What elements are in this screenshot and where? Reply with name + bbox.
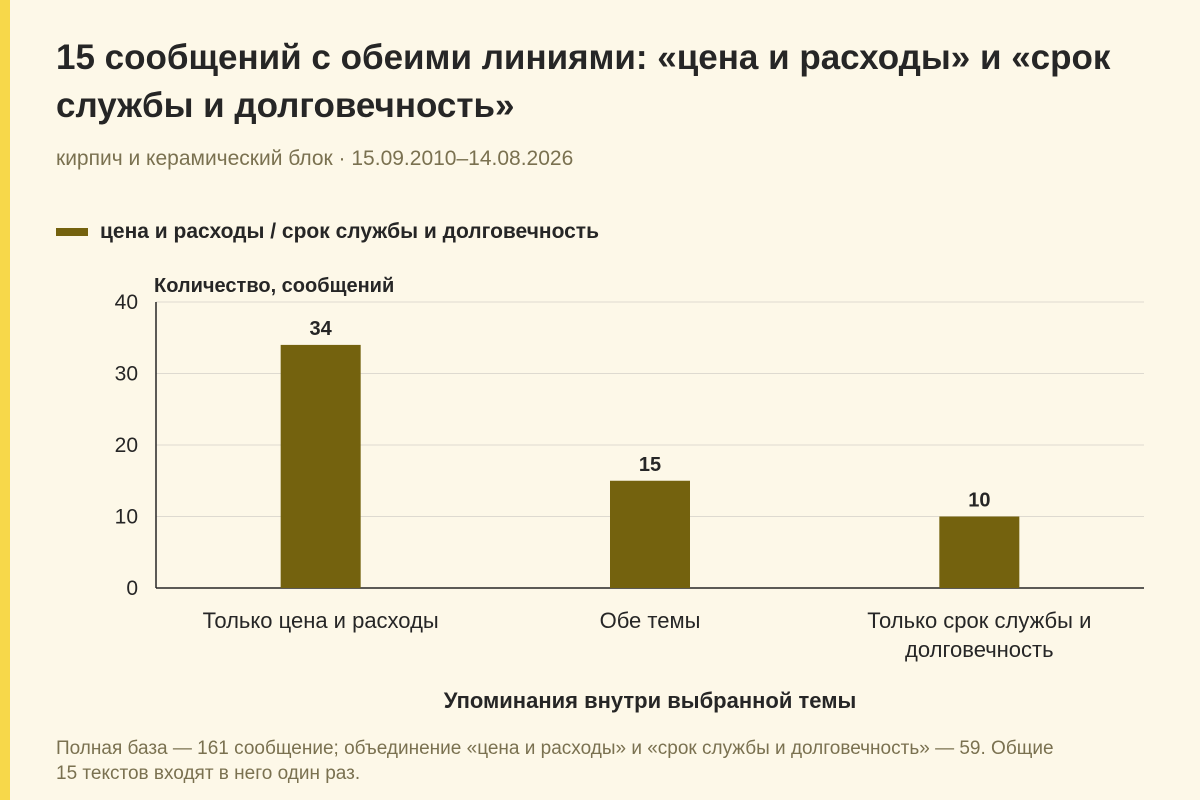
bar bbox=[939, 516, 1020, 588]
legend: цена и расходы / срок службы и долговечн… bbox=[56, 220, 599, 244]
y-tick-label: 10 bbox=[115, 506, 138, 529]
accent-strip bbox=[0, 0, 10, 800]
data-label: 34 bbox=[310, 318, 333, 340]
bar-chart: 0 10 20 30 40 Количество, сообщений 34 Только ц… bbox=[115, 275, 1144, 713]
chart-title: 15 сообщений с обеими линиями: «цена и р… bbox=[56, 38, 1111, 125]
y-tick-label: 30 bbox=[115, 363, 138, 386]
y-tick-label: 40 bbox=[115, 291, 138, 314]
legend-label: цена и расходы / срок службы и долговечн… bbox=[100, 220, 600, 243]
legend-swatch bbox=[56, 228, 88, 236]
data-label: 10 bbox=[968, 490, 990, 512]
data-label: 15 bbox=[639, 454, 661, 476]
y-tick-label: 0 bbox=[126, 577, 138, 600]
bar bbox=[610, 480, 690, 588]
chart-subtitle: кирпич и керамический блок · 15.09.2010–… bbox=[56, 147, 574, 170]
footnote: Полная база — 161 сообщение; объединение… bbox=[56, 738, 1054, 784]
x-category-label: Только цена и расходы bbox=[203, 608, 439, 633]
x-axis-title: Упоминания внутри выбранной темы bbox=[444, 688, 857, 713]
y-axis-title: Количество, сообщений bbox=[154, 275, 394, 297]
x-category-label: долговечность bbox=[905, 637, 1054, 662]
x-category-label: Обе темы bbox=[600, 608, 701, 633]
x-category-label: Только срок службы и bbox=[867, 608, 1091, 633]
y-tick-label: 20 bbox=[115, 434, 138, 457]
bar bbox=[280, 344, 361, 588]
